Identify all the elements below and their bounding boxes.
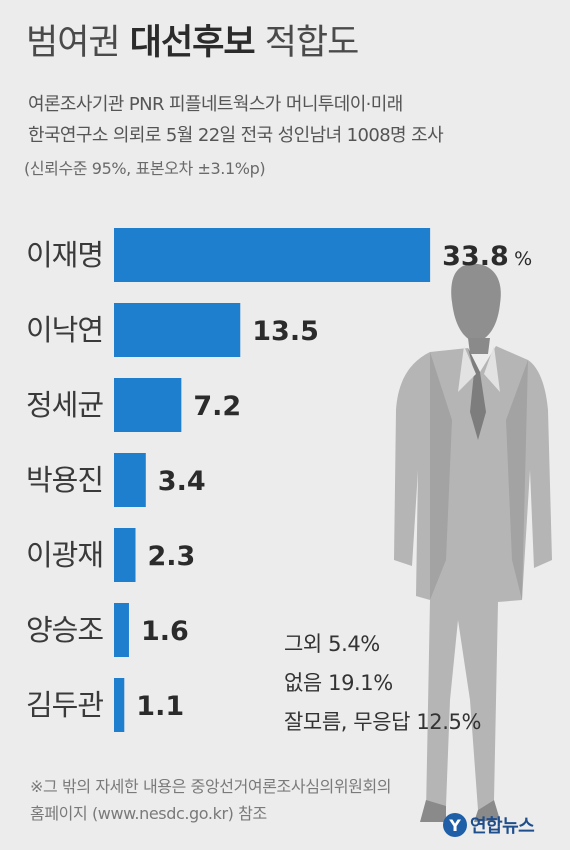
value-label: 7.2 bbox=[193, 391, 241, 422]
bar bbox=[114, 678, 125, 732]
category-label: 양승조 bbox=[26, 613, 103, 647]
category-label: 이낙연 bbox=[26, 313, 103, 347]
category-label: 김두관 bbox=[26, 688, 103, 722]
yonhap-logo-mark: Y bbox=[443, 813, 467, 837]
yonhap-logo-text: 연합뉴스 bbox=[470, 816, 535, 837]
value-label: 1.1 bbox=[136, 691, 184, 722]
others-dontknow: 잘모름, 무응답 12.5% bbox=[284, 710, 482, 734]
footer-note-line-1: ※그 밖의 자세한 내용은 중앙선거여론조사심의위원회의 bbox=[30, 777, 392, 796]
others-none: 없음 19.1% bbox=[284, 671, 393, 695]
others-other: 그외 5.4% bbox=[284, 632, 380, 656]
survey-description-line-2: 한국연구소 의뢰로 5월 22일 전국 성인남녀 1008명 조사 bbox=[28, 125, 444, 146]
value-label: 3.4 bbox=[158, 466, 206, 497]
businessman-illustration bbox=[394, 263, 552, 822]
category-label: 박용진 bbox=[26, 463, 103, 497]
value-unit-label: % bbox=[514, 248, 532, 270]
yonhap-logo: Y 연합뉴스 bbox=[443, 812, 535, 838]
bar bbox=[114, 228, 431, 282]
category-label: 이광재 bbox=[26, 538, 103, 572]
category-label: 정세균 bbox=[26, 388, 103, 422]
survey-description-line-1: 여론조사기관 PNR 피플네트웍스가 머니투데이·미래 bbox=[28, 94, 403, 115]
bar bbox=[114, 603, 129, 657]
title-part-2: 대선후보 bbox=[129, 23, 256, 63]
value-label: 1.6 bbox=[141, 616, 189, 647]
footer-note-line-2: 홈페이지 (www.nesdc.go.kr) 참조 bbox=[30, 804, 267, 823]
bar bbox=[114, 378, 182, 432]
bar bbox=[114, 303, 241, 357]
chart-title: 범여권 대선후보 적합도 bbox=[26, 14, 360, 65]
bar bbox=[114, 453, 146, 507]
value-label: 33.8 bbox=[442, 241, 509, 272]
survey-margin-note: (신뢰수준 95%, 표본오차 ±3.1%p) bbox=[24, 159, 266, 178]
category-label: 이재명 bbox=[26, 238, 103, 272]
title-part-1: 범여권 bbox=[26, 23, 121, 63]
title-part-3: 적합도 bbox=[264, 23, 360, 63]
value-label: 13.5 bbox=[252, 316, 319, 347]
value-label: 2.3 bbox=[148, 541, 196, 572]
bar bbox=[114, 528, 136, 582]
